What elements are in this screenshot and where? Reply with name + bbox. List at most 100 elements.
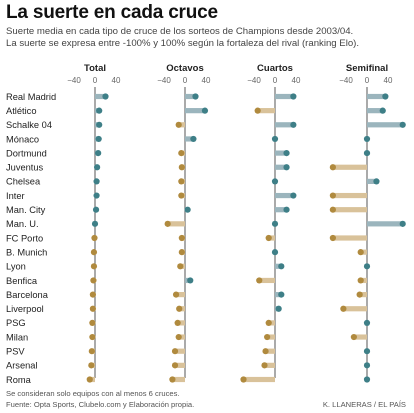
data-point bbox=[357, 249, 364, 256]
data-point bbox=[96, 121, 103, 128]
panel-title: Total bbox=[84, 63, 106, 74]
bar bbox=[178, 122, 185, 128]
tick-label: 0 bbox=[273, 76, 278, 85]
data-point bbox=[329, 192, 336, 199]
data-point bbox=[283, 206, 290, 213]
bar bbox=[178, 334, 185, 340]
team-label: FC Porto bbox=[6, 233, 43, 243]
data-point bbox=[329, 206, 336, 213]
data-point bbox=[261, 362, 268, 369]
bar bbox=[275, 292, 282, 298]
data-point bbox=[91, 234, 98, 242]
tick-label: 40 bbox=[292, 76, 301, 85]
data-point bbox=[89, 333, 96, 341]
team-label: Roma bbox=[6, 375, 32, 385]
bar bbox=[367, 108, 383, 114]
data-point bbox=[94, 164, 101, 171]
data-point bbox=[329, 164, 336, 171]
bar bbox=[259, 277, 275, 284]
data-point bbox=[88, 362, 95, 369]
bar bbox=[175, 362, 185, 368]
team-label: B. Munich bbox=[6, 247, 47, 257]
data-point bbox=[363, 376, 371, 383]
data-point bbox=[174, 319, 181, 326]
bar bbox=[343, 306, 367, 312]
data-point bbox=[89, 319, 96, 326]
data-point bbox=[86, 376, 93, 383]
panel-title: Semifinal bbox=[346, 63, 388, 74]
data-point bbox=[90, 263, 98, 270]
bar bbox=[257, 108, 275, 114]
bar bbox=[367, 122, 403, 128]
data-point bbox=[93, 192, 100, 199]
data-point bbox=[164, 220, 171, 227]
bar bbox=[177, 320, 185, 326]
tick-label: 40 bbox=[384, 76, 393, 85]
data-point bbox=[172, 291, 180, 298]
tick-label: −40 bbox=[67, 76, 81, 85]
data-point bbox=[363, 319, 371, 326]
tick-label: 0 bbox=[93, 76, 98, 85]
chart-subtitle-line-1: Suerte media en cada tipo de cruce de lo… bbox=[6, 26, 354, 37]
data-point bbox=[102, 93, 109, 100]
team-label: Inter bbox=[6, 191, 25, 201]
data-point bbox=[95, 150, 102, 157]
tick-label: 40 bbox=[202, 76, 211, 85]
data-point bbox=[95, 135, 102, 143]
data-point bbox=[175, 121, 182, 128]
data-point bbox=[89, 291, 96, 298]
data-point bbox=[290, 192, 297, 199]
data-point bbox=[90, 249, 98, 256]
panel-title: Cuartos bbox=[257, 63, 293, 74]
chart-subtitle-line-2: La suerte se expresa entre -100% y 100% … bbox=[6, 38, 360, 49]
tick-label: −40 bbox=[157, 76, 171, 85]
panel-title: Octavos bbox=[166, 63, 204, 74]
team-label: Schalke 04 bbox=[6, 120, 52, 130]
team-label: Barcelona bbox=[6, 290, 49, 300]
data-point bbox=[256, 277, 263, 284]
data-point bbox=[96, 107, 103, 114]
data-point bbox=[278, 263, 285, 270]
data-point bbox=[265, 234, 272, 242]
data-point bbox=[187, 277, 194, 284]
bar bbox=[359, 292, 367, 298]
team-label: PSV bbox=[6, 347, 25, 357]
bar bbox=[185, 108, 205, 114]
bar bbox=[167, 221, 185, 227]
bar bbox=[275, 192, 294, 199]
data-point bbox=[271, 135, 279, 143]
data-point bbox=[176, 305, 183, 312]
team-label: Atlético bbox=[6, 106, 37, 116]
data-point bbox=[275, 305, 282, 312]
bar bbox=[367, 221, 403, 227]
data-point bbox=[88, 348, 95, 355]
team-label: Man. City bbox=[6, 205, 46, 215]
team-label: Lyon bbox=[6, 262, 26, 272]
data-point bbox=[92, 206, 100, 213]
bar bbox=[264, 362, 275, 368]
bar bbox=[332, 164, 367, 170]
data-point bbox=[184, 206, 191, 213]
data-point bbox=[363, 362, 371, 369]
data-point bbox=[178, 150, 185, 157]
data-point bbox=[373, 178, 380, 185]
data-point bbox=[363, 263, 371, 270]
data-point bbox=[363, 135, 371, 143]
data-point bbox=[93, 178, 100, 185]
tick-label: −40 bbox=[339, 76, 353, 85]
bar bbox=[267, 334, 275, 340]
data-point bbox=[350, 333, 357, 341]
data-point bbox=[271, 249, 279, 256]
bar bbox=[185, 136, 194, 142]
bar bbox=[353, 334, 367, 340]
team-label: Real Madrid bbox=[6, 92, 56, 102]
data-point bbox=[192, 93, 199, 100]
data-point bbox=[399, 121, 406, 128]
data-point bbox=[265, 319, 272, 326]
tick-label: −40 bbox=[247, 76, 261, 85]
bar bbox=[275, 93, 294, 100]
data-point bbox=[175, 333, 182, 341]
data-point bbox=[264, 333, 271, 341]
bar bbox=[243, 376, 275, 383]
